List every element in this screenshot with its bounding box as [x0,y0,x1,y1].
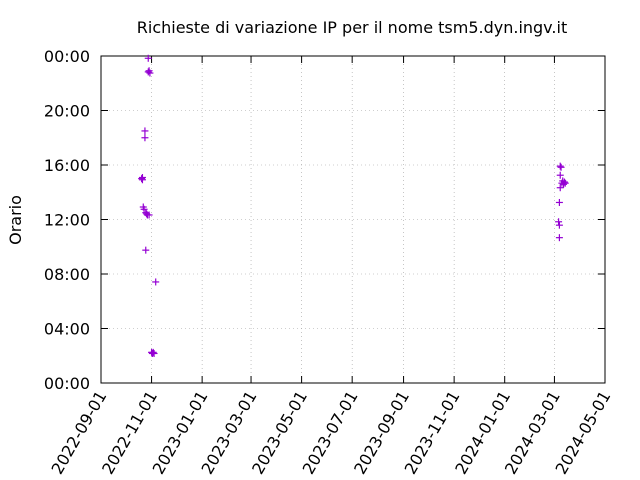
data-point [555,218,563,226]
y-tick-label: 16:00 [44,156,90,175]
data-point [556,171,564,179]
y-tick-label: 20:00 [44,102,90,121]
y-tick-label: 08:00 [44,265,90,284]
data-point [556,184,564,192]
data-point [144,68,152,76]
data-point [138,173,146,181]
y-tick-label: 12:00 [44,211,90,230]
data-point [557,163,565,171]
y-axis-label: Orario [6,195,25,245]
data-point [152,278,160,286]
data-point [556,162,564,170]
data-point [555,221,563,229]
chart-title: Richieste di variazione IP per il nome t… [137,18,567,37]
data-point [561,179,569,187]
y-tick-label: 00:00 [44,374,90,393]
axis-ticks: 00:0004:0008:0012:0016:0020:0000:002022-… [44,47,615,478]
data-point [141,134,149,142]
data-point [149,348,157,356]
data-point [555,198,563,206]
data-point [555,234,563,242]
data-point [138,175,146,183]
data-points [138,54,569,357]
data-point [150,349,158,357]
grid [101,56,605,383]
data-point [142,246,150,254]
data-point [145,211,153,219]
data-point [141,127,149,135]
y-tick-label: 00:00 [44,47,90,66]
data-point [144,54,152,62]
y-tick-label: 04:00 [44,320,90,339]
data-point [140,205,148,213]
data-point [146,69,154,77]
data-point [560,178,568,186]
